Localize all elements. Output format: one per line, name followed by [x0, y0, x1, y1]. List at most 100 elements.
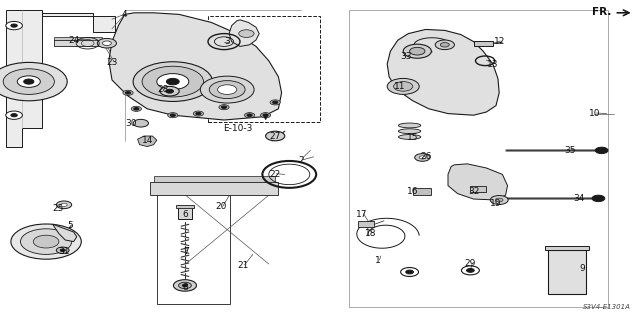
Circle shape: [193, 111, 204, 116]
Text: 23: 23: [106, 58, 118, 67]
Polygon shape: [52, 224, 77, 242]
Text: 14: 14: [141, 136, 153, 145]
Circle shape: [168, 113, 178, 118]
Circle shape: [11, 24, 17, 27]
Text: 22: 22: [269, 170, 281, 179]
Circle shape: [170, 114, 175, 116]
Circle shape: [196, 112, 201, 115]
Circle shape: [173, 280, 196, 291]
Circle shape: [239, 30, 254, 37]
Circle shape: [20, 229, 72, 254]
Circle shape: [266, 131, 285, 141]
Circle shape: [419, 156, 426, 159]
Text: 20: 20: [215, 202, 227, 211]
Circle shape: [218, 85, 237, 94]
Circle shape: [592, 195, 605, 202]
Bar: [178, 206, 192, 219]
Circle shape: [11, 224, 81, 259]
Text: S3V4-E1301A: S3V4-E1301A: [582, 304, 630, 310]
Bar: [470, 186, 486, 192]
Text: 32: 32: [468, 188, 479, 196]
Text: 8: 8: [183, 284, 188, 292]
Bar: [349, 10, 608, 307]
Circle shape: [142, 66, 204, 97]
Text: 5: 5: [68, 221, 73, 230]
Circle shape: [394, 82, 413, 91]
Circle shape: [247, 114, 252, 116]
Circle shape: [435, 40, 454, 50]
Polygon shape: [109, 13, 282, 120]
Circle shape: [595, 147, 608, 154]
Bar: [358, 221, 374, 227]
Circle shape: [56, 201, 72, 209]
Circle shape: [97, 38, 116, 48]
Bar: [150, 182, 278, 195]
Text: 25: 25: [52, 204, 63, 212]
Text: 31: 31: [58, 247, 70, 256]
Text: 10: 10: [589, 109, 601, 118]
Circle shape: [209, 81, 245, 99]
Polygon shape: [387, 29, 499, 115]
Text: 2: 2: [298, 156, 303, 164]
Bar: [154, 176, 275, 182]
Text: 29: 29: [465, 260, 476, 268]
Circle shape: [260, 113, 271, 118]
Circle shape: [6, 111, 22, 119]
Circle shape: [410, 47, 425, 55]
Polygon shape: [229, 20, 259, 46]
Circle shape: [166, 89, 173, 93]
Text: 33: 33: [401, 52, 412, 60]
Circle shape: [273, 101, 278, 104]
Circle shape: [403, 44, 431, 58]
Circle shape: [56, 247, 69, 253]
Text: 15: 15: [407, 133, 419, 142]
Circle shape: [0, 62, 67, 101]
Text: 26: 26: [420, 152, 431, 161]
Circle shape: [440, 43, 449, 47]
Circle shape: [11, 114, 17, 117]
Text: 24: 24: [68, 36, 79, 44]
Circle shape: [490, 196, 508, 204]
Bar: [548, 250, 586, 294]
Text: 18: 18: [365, 229, 377, 238]
Circle shape: [24, 79, 34, 84]
Circle shape: [221, 106, 227, 108]
Circle shape: [200, 76, 254, 103]
Circle shape: [219, 105, 229, 110]
Circle shape: [166, 78, 179, 85]
Circle shape: [157, 74, 189, 90]
Circle shape: [6, 21, 22, 30]
Polygon shape: [448, 164, 508, 200]
Circle shape: [160, 86, 179, 96]
Bar: [474, 41, 493, 46]
Bar: [176, 205, 194, 208]
Ellipse shape: [398, 129, 421, 134]
Text: 9: 9: [580, 264, 585, 273]
Polygon shape: [138, 136, 157, 147]
Circle shape: [60, 249, 65, 252]
Text: 35: 35: [564, 146, 575, 155]
Text: 28: 28: [157, 85, 169, 94]
Text: E-10-3: E-10-3: [223, 124, 252, 133]
Circle shape: [182, 284, 188, 287]
Circle shape: [270, 100, 280, 105]
Bar: [545, 246, 589, 250]
Polygon shape: [6, 10, 115, 147]
Text: 12: 12: [493, 37, 505, 46]
Circle shape: [17, 76, 40, 87]
Circle shape: [179, 282, 191, 289]
Circle shape: [33, 235, 59, 248]
Text: 6: 6: [183, 210, 188, 219]
Text: 13: 13: [487, 60, 499, 68]
Bar: [413, 188, 431, 195]
Text: 19: 19: [490, 199, 502, 208]
Bar: [208, 16, 320, 122]
Circle shape: [134, 108, 139, 110]
Circle shape: [125, 92, 131, 94]
Bar: [54, 37, 102, 40]
Text: 30: 30: [125, 119, 137, 128]
Text: 16: 16: [407, 188, 419, 196]
Circle shape: [415, 154, 430, 161]
Text: 1: 1: [375, 256, 380, 265]
Bar: [157, 184, 230, 304]
